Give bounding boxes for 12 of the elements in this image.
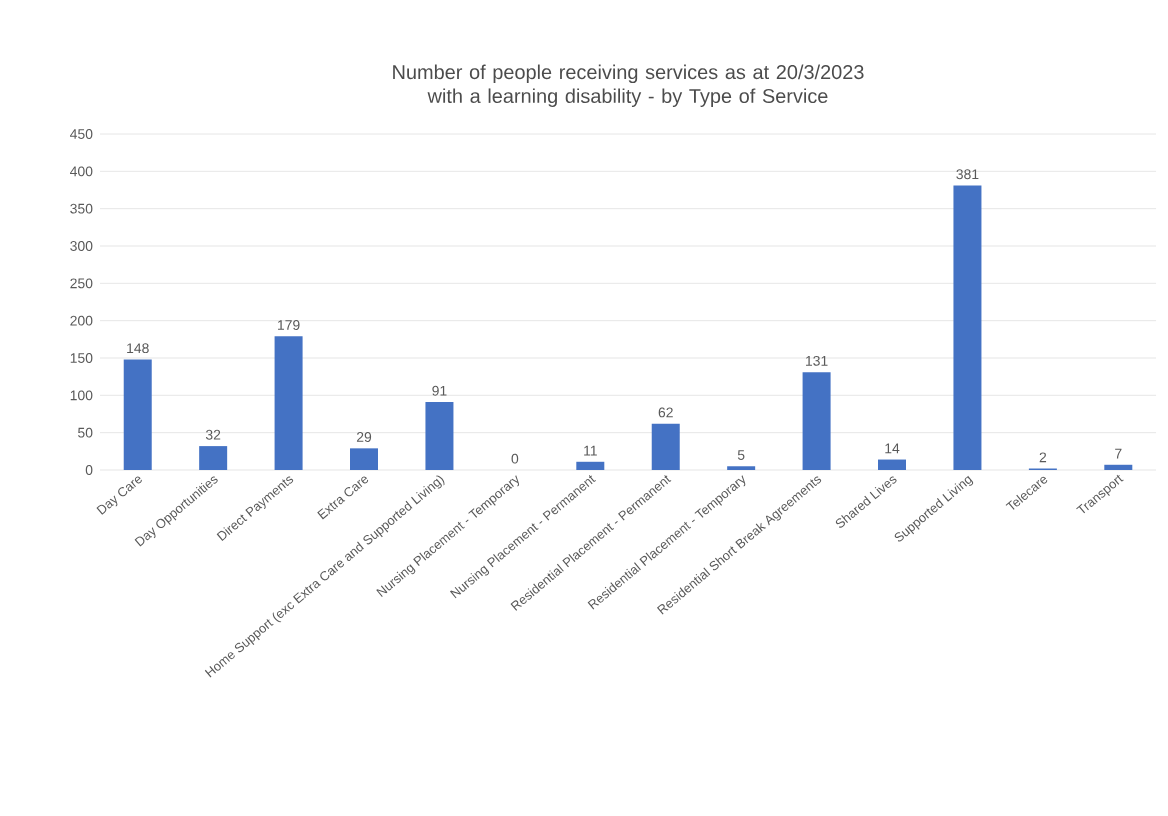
bar [878, 459, 907, 470]
bar [350, 448, 379, 470]
bar [953, 185, 982, 470]
bar [199, 446, 228, 470]
bar [274, 336, 303, 470]
bar [576, 461, 605, 470]
bar [425, 402, 454, 470]
bar [802, 372, 831, 470]
chart-title: Number of people receiving services as at 20/3/2023 with a learning disability - by Type of Service [393, 64, 864, 107]
bar [123, 359, 152, 470]
bar [651, 423, 680, 470]
bar [1104, 464, 1133, 470]
